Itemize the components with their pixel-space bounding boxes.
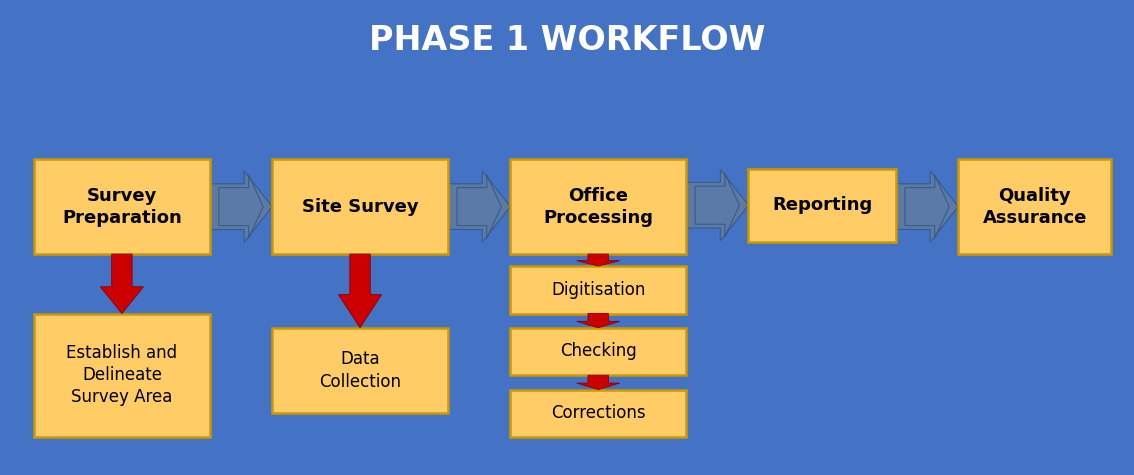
Polygon shape (576, 254, 619, 266)
Text: Reporting: Reporting (772, 197, 872, 214)
FancyBboxPatch shape (510, 159, 686, 254)
Text: Quality
Assurance: Quality Assurance (982, 187, 1088, 227)
Polygon shape (338, 254, 381, 328)
Text: Data
Collection: Data Collection (319, 351, 401, 390)
Text: Checking: Checking (560, 342, 636, 361)
Text: Survey
Preparation: Survey Preparation (62, 187, 181, 227)
Polygon shape (576, 375, 619, 389)
Text: Office
Processing: Office Processing (543, 187, 653, 227)
FancyBboxPatch shape (272, 328, 448, 413)
FancyBboxPatch shape (510, 390, 686, 437)
Text: Establish and
Delineate
Survey Area: Establish and Delineate Survey Area (67, 344, 177, 407)
PathPatch shape (448, 171, 510, 242)
Text: PHASE 1 WORKFLOW: PHASE 1 WORKFLOW (369, 24, 765, 57)
FancyBboxPatch shape (272, 159, 448, 254)
Polygon shape (576, 314, 619, 328)
FancyBboxPatch shape (748, 169, 896, 242)
Text: Digitisation: Digitisation (551, 281, 645, 299)
FancyBboxPatch shape (510, 266, 686, 314)
Text: Site Survey: Site Survey (302, 198, 418, 216)
FancyBboxPatch shape (510, 328, 686, 375)
FancyBboxPatch shape (958, 159, 1111, 254)
PathPatch shape (896, 171, 958, 242)
Polygon shape (100, 254, 143, 314)
PathPatch shape (686, 170, 748, 241)
FancyBboxPatch shape (34, 314, 210, 437)
PathPatch shape (210, 171, 272, 242)
FancyBboxPatch shape (34, 159, 210, 254)
Text: Corrections: Corrections (551, 404, 645, 422)
